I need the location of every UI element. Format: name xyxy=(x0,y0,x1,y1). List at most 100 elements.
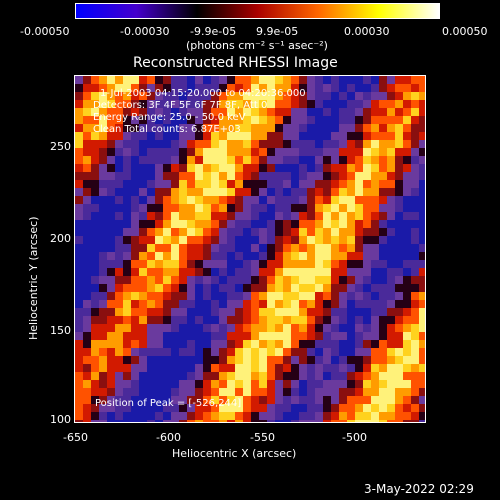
image-pixel xyxy=(131,76,139,84)
image-pixel xyxy=(203,340,211,348)
footer-date: 3-May-2022 02:29 xyxy=(364,482,474,496)
image-pixel xyxy=(379,324,387,332)
image-pixel xyxy=(187,308,195,316)
image-pixel xyxy=(211,420,219,422)
image-pixel xyxy=(339,380,347,388)
image-pixel xyxy=(243,252,251,260)
image-pixel xyxy=(283,188,291,196)
image-pixel xyxy=(275,268,283,276)
image-pixel xyxy=(163,92,171,100)
image-pixel xyxy=(307,108,315,116)
image-pixel xyxy=(115,132,123,140)
image-pixel xyxy=(187,300,195,308)
image-pixel xyxy=(243,388,251,396)
image-pixel xyxy=(355,108,363,116)
image-pixel xyxy=(179,124,187,132)
image-pixel xyxy=(395,156,403,164)
image-pixel xyxy=(91,132,99,140)
image-pixel xyxy=(171,236,179,244)
image-pixel xyxy=(219,220,227,228)
image-pixel xyxy=(251,332,259,340)
image-pixel xyxy=(355,92,363,100)
image-pixel xyxy=(259,92,267,100)
image-pixel xyxy=(411,236,419,244)
image-pixel xyxy=(123,204,131,212)
image-pixel xyxy=(323,140,331,148)
image-pixel xyxy=(195,140,203,148)
image-pixel xyxy=(331,148,339,156)
image-pixel xyxy=(107,252,115,260)
image-pixel xyxy=(259,420,267,422)
image-pixel xyxy=(363,244,371,252)
image-pixel xyxy=(195,156,203,164)
image-pixel xyxy=(371,252,379,260)
image-pixel xyxy=(403,148,411,156)
image-pixel xyxy=(171,308,179,316)
image-pixel xyxy=(275,356,283,364)
image-pixel xyxy=(179,300,187,308)
image-pixel xyxy=(219,196,227,204)
image-pixel xyxy=(395,124,403,132)
image-pixel xyxy=(371,92,379,100)
image-pixel xyxy=(275,188,283,196)
image-pixel xyxy=(307,268,315,276)
image-pixel xyxy=(147,340,155,348)
image-pixel xyxy=(355,332,363,340)
image-pixel xyxy=(315,220,323,228)
image-pixel xyxy=(339,260,347,268)
image-pixel xyxy=(307,292,315,300)
image-pixel xyxy=(307,324,315,332)
image-pixel xyxy=(291,188,299,196)
image-pixel xyxy=(123,156,131,164)
image-pixel xyxy=(123,100,131,108)
image-pixel xyxy=(115,348,123,356)
image-pixel xyxy=(331,252,339,260)
image-pixel xyxy=(419,252,425,260)
image-pixel xyxy=(323,348,331,356)
image-pixel xyxy=(195,412,203,420)
image-pixel xyxy=(411,308,419,316)
image-pixel xyxy=(83,84,91,92)
image-pixel xyxy=(395,188,403,196)
image-pixel xyxy=(387,100,395,108)
image-pixel xyxy=(283,244,291,252)
image-pixel xyxy=(75,268,83,276)
image-pixel xyxy=(91,180,99,188)
image-pixel xyxy=(355,372,363,380)
image-pixel xyxy=(323,260,331,268)
image-pixel xyxy=(363,380,371,388)
image-pixel xyxy=(211,396,219,404)
image-pixel xyxy=(75,316,83,324)
image-pixel xyxy=(267,140,275,148)
image-pixel xyxy=(163,380,171,388)
image-pixel xyxy=(131,348,139,356)
image-pixel xyxy=(395,244,403,252)
image-pixel xyxy=(403,124,411,132)
image-pixel xyxy=(139,380,147,388)
image-pixel xyxy=(227,188,235,196)
image-pixel xyxy=(227,196,235,204)
image-pixel xyxy=(195,404,203,412)
image-pixel xyxy=(195,228,203,236)
image-pixel xyxy=(139,156,147,164)
image-pixel xyxy=(131,244,139,252)
image-pixel xyxy=(347,340,355,348)
image-pixel xyxy=(163,212,171,220)
image-pixel xyxy=(123,284,131,292)
image-pixel xyxy=(411,364,419,372)
image-pixel xyxy=(395,284,403,292)
image-pixel xyxy=(363,164,371,172)
image-pixel xyxy=(107,132,115,140)
image-pixel xyxy=(315,76,323,84)
image-pixel xyxy=(91,308,99,316)
image-pixel xyxy=(323,340,331,348)
image-pixel xyxy=(275,388,283,396)
image-pixel xyxy=(203,92,211,100)
image-pixel xyxy=(379,372,387,380)
image-pixel xyxy=(163,220,171,228)
image-pixel xyxy=(251,220,259,228)
image-pixel xyxy=(387,148,395,156)
image-pixel xyxy=(411,380,419,388)
image-pixel xyxy=(259,268,267,276)
image-pixel xyxy=(259,412,267,420)
